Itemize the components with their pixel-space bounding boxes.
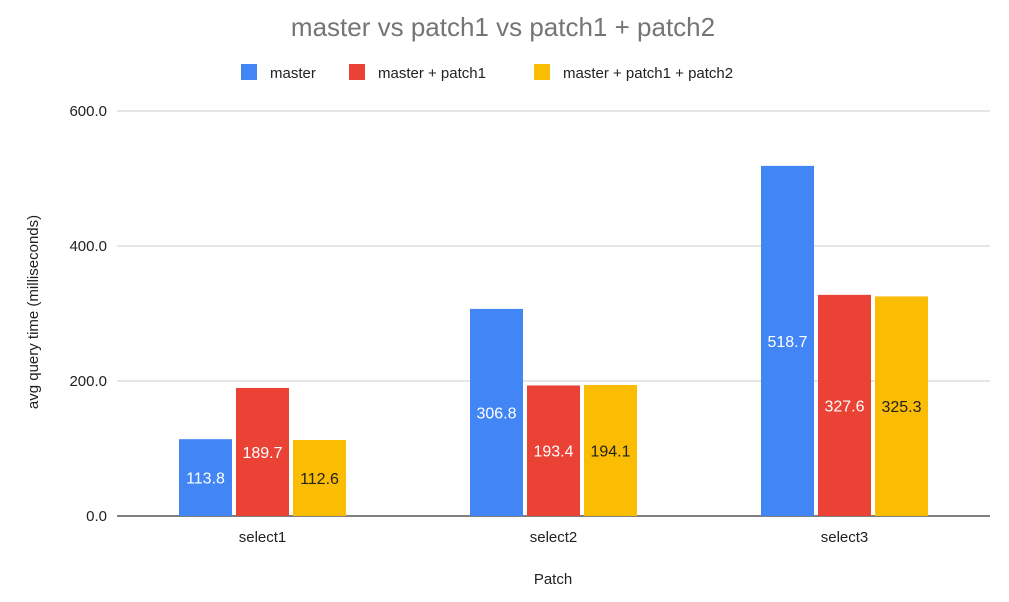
x-tick-label: select1	[239, 529, 287, 546]
bar-select1-series-1	[179, 439, 232, 516]
bar-select2-series-2	[527, 385, 580, 516]
legend-label-3: master + patch1 + patch2	[563, 65, 733, 82]
data-label: 327.6	[824, 398, 864, 415]
chart-title: master vs patch1 vs patch1 + patch2	[291, 12, 715, 42]
legend-swatch-2	[349, 64, 365, 80]
x-axis-title: Patch	[534, 571, 572, 588]
data-label: 194.1	[590, 443, 630, 460]
y-tick-label: 400.0	[69, 238, 107, 255]
bar-select3-series-2	[818, 294, 871, 516]
x-axis-ticks: select1 select2 select3	[239, 529, 869, 546]
y-tick-label: 0.0	[86, 508, 107, 525]
y-tick-label: 600.0	[69, 103, 107, 120]
bars: 113.8 189.7 112.6 306.8 193.4 194.1 518.7 327.6…	[179, 165, 928, 516]
bar-select3-series-3	[875, 296, 928, 516]
data-label: 306.8	[476, 405, 516, 422]
data-label: 193.4	[533, 444, 573, 461]
bar-select2-series-1	[470, 308, 523, 516]
bar-select1-series-2	[236, 387, 289, 516]
data-label: 518.7	[767, 334, 807, 351]
data-label: 189.7	[242, 445, 282, 462]
legend-swatch-1	[241, 64, 257, 80]
data-label: 113.8	[186, 471, 225, 488]
bar-select3-series-1	[761, 165, 814, 516]
legend-swatch-3	[534, 64, 550, 80]
bar-select1-series-3	[293, 439, 346, 516]
legend-label-1: master	[270, 65, 316, 82]
legend-label-2: master + patch1	[378, 65, 486, 82]
y-axis-ticks: 0.0 200.0 400.0 600.0	[69, 103, 107, 525]
bar-select2-series-3	[584, 384, 637, 516]
y-axis-title: avg query time (milliseconds)	[25, 215, 42, 409]
x-tick-label: select2	[530, 529, 578, 546]
data-label: 325.3	[881, 399, 921, 416]
data-label: 112.6	[300, 471, 339, 488]
x-tick-label: select3	[821, 529, 869, 546]
y-tick-label: 200.0	[69, 373, 107, 390]
legend: master master + patch1 master + patch1 + p…	[241, 64, 733, 82]
